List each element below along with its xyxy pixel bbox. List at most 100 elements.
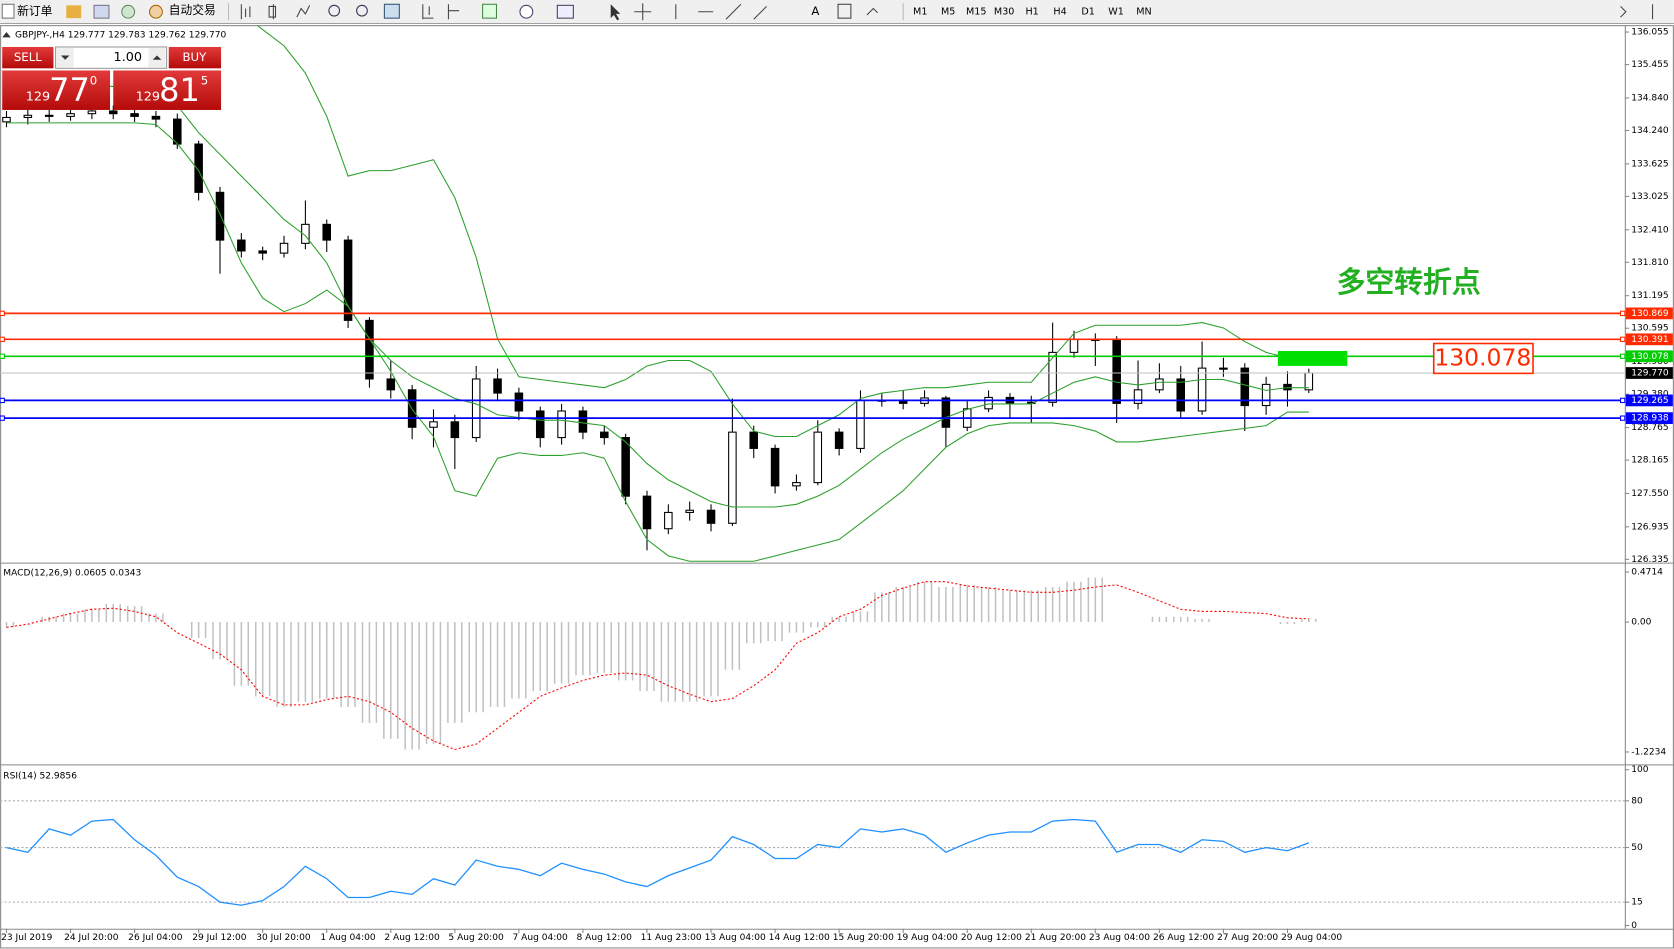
- level-handle[interactable]: [0, 310, 5, 317]
- text-tool[interactable]: A: [811, 4, 819, 18]
- level-price-box: [1625, 333, 1673, 346]
- candle-body: [834, 431, 844, 449]
- toolbar-buttons: A: [1, 3, 1654, 21]
- candle-body: [1240, 367, 1250, 407]
- autoscroll-icon[interactable]: [422, 4, 434, 20]
- candle-body: [66, 113, 75, 117]
- candle-body: [1155, 378, 1164, 391]
- candle-body: [770, 447, 780, 487]
- bar-chart-icon[interactable]: [240, 4, 251, 20]
- rsi-plot: [0, 800, 1625, 906]
- price-plot: [2, 25, 1314, 562]
- line-icon[interactable]: [296, 5, 311, 18]
- ask-price[interactable]: [113, 70, 222, 110]
- timeframe-button[interactable]: M1: [913, 7, 927, 18]
- tile-icon[interactable]: [383, 3, 400, 19]
- lot-value[interactable]: 1.00: [114, 50, 142, 65]
- timeframe-button[interactable]: MN: [1136, 7, 1151, 18]
- buy-label[interactable]: BUY: [182, 50, 207, 64]
- templates-icon[interactable]: [556, 4, 574, 19]
- bollinger-lower: [6, 122, 1309, 562]
- candle-body: [237, 239, 246, 252]
- level-handle[interactable]: [1620, 336, 1626, 342]
- timeframes: M1 M5 M15 M30 H1 H4 D1 W1 MN: [913, 7, 1152, 18]
- level-handle[interactable]: [0, 353, 5, 359]
- bid-price[interactable]: [2, 70, 111, 110]
- indicators-icon[interactable]: [482, 3, 498, 19]
- x-tick-label: 27 Aug 20:00: [1217, 933, 1278, 943]
- new-order[interactable]: 新订单: [17, 4, 52, 18]
- x-tick-label: 26 Jul 04:00: [128, 933, 183, 943]
- timeframe-button[interactable]: M15: [966, 7, 987, 18]
- shift-icon[interactable]: [447, 4, 460, 20]
- icon[interactable]: [121, 4, 136, 19]
- timeframe-button[interactable]: D1: [1081, 7, 1095, 18]
- candle-body: [514, 392, 524, 412]
- ask-point: 5: [201, 74, 208, 88]
- x-tick-label: 14 Aug 12:00: [769, 933, 830, 943]
- candle-body: [194, 143, 203, 193]
- timeframe-button[interactable]: W1: [1108, 7, 1124, 18]
- y-tick-label: 134.840: [1631, 93, 1669, 103]
- timeframe-button[interactable]: H1: [1025, 7, 1038, 18]
- callout-price: 130.078: [1434, 343, 1531, 371]
- level-handle[interactable]: [1620, 397, 1626, 404]
- crosshair-icon[interactable]: [634, 3, 652, 21]
- y-tick-label: 136.055: [1631, 28, 1668, 38]
- buy-button[interactable]: [168, 46, 222, 69]
- x-tick-label: 5 Aug 20:00: [448, 933, 504, 943]
- auto-trading-icon[interactable]: [149, 4, 163, 19]
- new-order-icon[interactable]: [1, 3, 15, 19]
- cursor-icon[interactable]: [610, 4, 621, 21]
- bid-pips: 77: [49, 71, 90, 109]
- arrow-icon: [60, 55, 70, 60]
- highlight-marker: [1277, 350, 1348, 366]
- x-tick-label: 29 Jul 12:00: [192, 933, 247, 943]
- periods-icon[interactable]: [519, 4, 534, 19]
- timeframe-button[interactable]: M30: [994, 7, 1015, 18]
- candle-icon[interactable]: [268, 4, 277, 20]
- y-tick-label: 135.455: [1631, 60, 1668, 70]
- x-tick-label: 13 Aug 04:00: [705, 933, 766, 943]
- sell-button[interactable]: [2, 46, 54, 69]
- candle-body: [429, 421, 438, 428]
- draw-icons[interactable]: [675, 3, 767, 20]
- timeframe-button[interactable]: M5: [941, 7, 955, 18]
- level-handle[interactable]: [0, 397, 5, 404]
- candle-body: [706, 509, 716, 524]
- level-handle[interactable]: [0, 415, 5, 421]
- x-tick-label: 20 Aug 12:00: [961, 933, 1022, 943]
- y-tick-label: 15: [1631, 898, 1643, 908]
- icon[interactable]: [66, 5, 82, 19]
- label-tool[interactable]: [837, 3, 852, 19]
- level-handle[interactable]: [1620, 415, 1626, 421]
- toolbar-right-icons[interactable]: [1620, 4, 1654, 20]
- ask-big: 129: [136, 90, 160, 105]
- arrows-icon[interactable]: [866, 7, 878, 16]
- level-handle[interactable]: [0, 336, 5, 342]
- zoom-out-icon[interactable]: [356, 4, 368, 17]
- zoom-in-icon[interactable]: [328, 4, 341, 17]
- level-handle[interactable]: [1620, 310, 1626, 317]
- x-tick-label: 24 Jul 20:00: [64, 933, 119, 943]
- auto-trading[interactable]: 自动交易: [169, 3, 216, 17]
- current-price-box: [1625, 367, 1673, 379]
- y-tick-label: 128.765: [1631, 423, 1668, 433]
- annotation: 多空转折点: [1337, 265, 1481, 299]
- y-tick-label: 131.195: [1631, 291, 1668, 301]
- lot-input[interactable]: [55, 46, 168, 69]
- y-tick-label: 126.935: [1631, 522, 1668, 532]
- y-tick-label: 100: [1631, 765, 1649, 775]
- candle-body: [301, 223, 310, 244]
- x-tick-label: 30 Jul 20:00: [256, 933, 311, 943]
- candle-body: [664, 511, 673, 530]
- icon[interactable]: [93, 4, 110, 19]
- timeframe-button[interactable]: H4: [1053, 7, 1066, 18]
- candle-body: [621, 437, 630, 497]
- candle-body: [685, 509, 694, 513]
- sell-label[interactable]: SELL: [14, 50, 42, 64]
- x-tick-label: 23 Jul 2019: [1, 933, 53, 943]
- level-price-box: [1625, 350, 1673, 363]
- level-handle[interactable]: [1620, 353, 1626, 359]
